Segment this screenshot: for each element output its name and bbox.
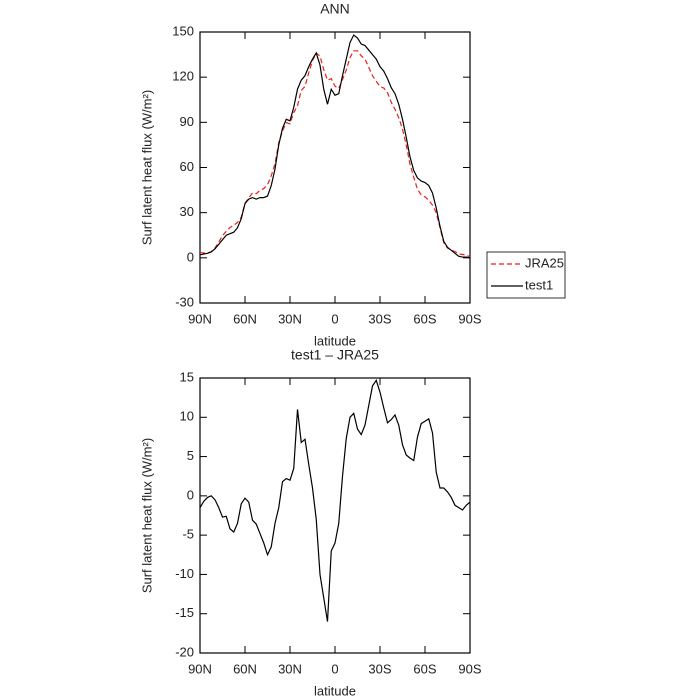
y-axis-label: Surf latent heat flux (W/m²) bbox=[139, 438, 154, 593]
data-line bbox=[199, 50, 471, 258]
x-axis-label: latitude bbox=[314, 333, 356, 348]
y-tick-label: 0 bbox=[187, 249, 194, 264]
y-tick-label: 10 bbox=[180, 409, 194, 424]
x-tick-label: 30N bbox=[278, 661, 302, 676]
y-tick-label: 5 bbox=[187, 448, 194, 463]
x-tick-label: 30S bbox=[368, 661, 391, 676]
x-tick-label: 60S bbox=[413, 661, 436, 676]
legend-box bbox=[486, 251, 566, 299]
x-tick-label: 90S bbox=[458, 311, 481, 326]
y-tick-label: 15 bbox=[180, 369, 194, 384]
x-tick-label: 90N bbox=[188, 661, 212, 676]
chart-title: ANN bbox=[320, 1, 350, 17]
legend-label: test1 bbox=[525, 277, 553, 292]
y-tick-label: 0 bbox=[187, 487, 194, 502]
y-tick-label: -15 bbox=[175, 605, 194, 620]
x-tick-label: 30S bbox=[368, 311, 391, 326]
x-tick-label: 90N bbox=[188, 311, 212, 326]
plot-frame bbox=[199, 31, 471, 304]
data-line bbox=[199, 34, 471, 259]
x-tick-label: 60S bbox=[413, 311, 436, 326]
panel: ANN latitude Surf latent heat flux (W/m²) -… bbox=[139, 1, 566, 348]
x-tick-label: 90S bbox=[458, 661, 481, 676]
y-tick-label: -5 bbox=[182, 527, 194, 542]
x-tick-label: 60N bbox=[233, 661, 257, 676]
x-tick-label: 0 bbox=[331, 661, 338, 676]
x-tick-label: 30N bbox=[278, 311, 302, 326]
y-axis-label: Surf latent heat flux (W/m²) bbox=[139, 90, 154, 245]
panel: test1 – JRA25 latitude Surf latent heat fl… bbox=[139, 347, 481, 699]
data-line bbox=[199, 379, 471, 622]
x-tick-label: 60N bbox=[233, 311, 257, 326]
legend-label: JRA25 bbox=[525, 255, 564, 270]
y-tick-label: -20 bbox=[175, 644, 194, 659]
y-tick-label: -10 bbox=[175, 566, 194, 581]
y-tick-label: 120 bbox=[172, 69, 194, 84]
plot-frame bbox=[199, 377, 471, 654]
y-tick-label: 150 bbox=[172, 23, 194, 38]
chart-title: test1 – JRA25 bbox=[291, 347, 379, 363]
y-tick-label: 60 bbox=[180, 159, 194, 174]
y-tick-label: 90 bbox=[180, 114, 194, 129]
y-tick-label: 30 bbox=[180, 204, 194, 219]
x-axis-label: latitude bbox=[314, 683, 356, 698]
x-tick-label: 0 bbox=[331, 311, 338, 326]
y-tick-label: -30 bbox=[175, 294, 194, 309]
